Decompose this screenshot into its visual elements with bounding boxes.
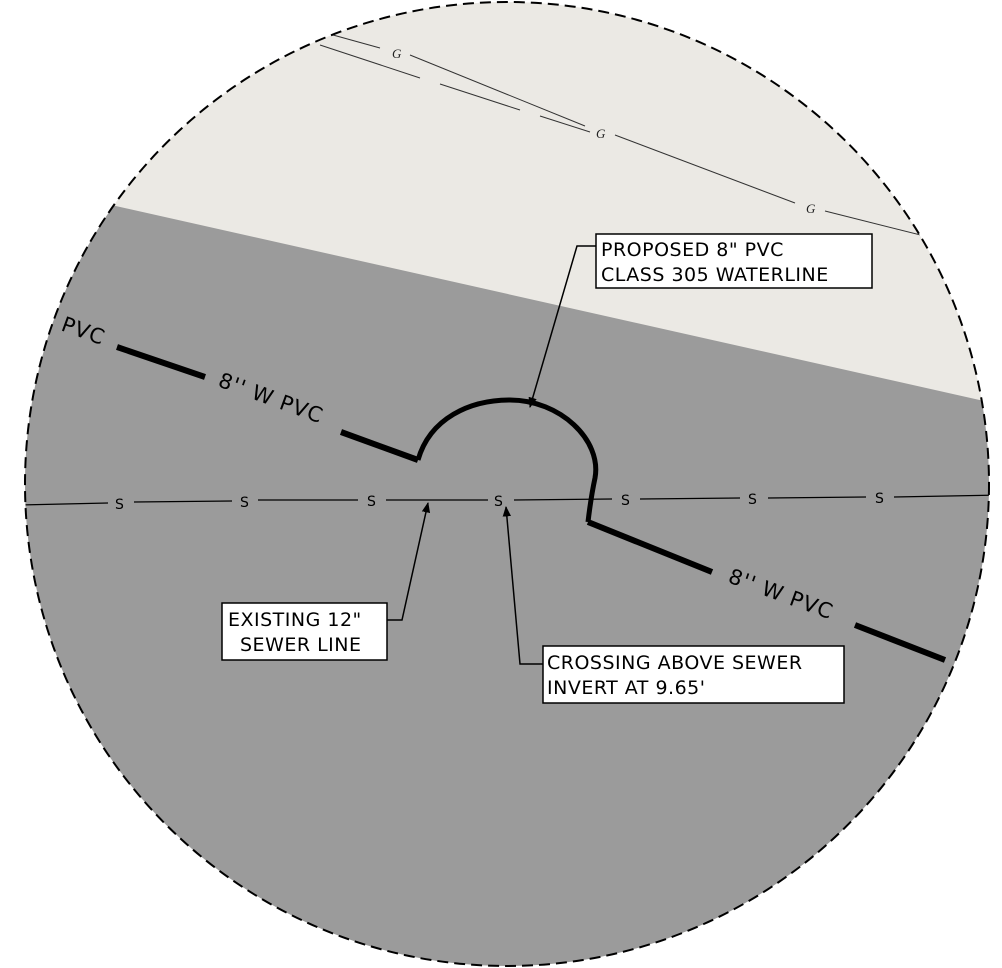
waterline-segment-left-2	[339, 429, 420, 463]
callout-box	[595, 233, 873, 289]
sewer-symbols: S S S S S S S	[115, 491, 884, 513]
callout-crossing-line1: CROSSING ABOVE SEWER	[547, 652, 803, 674]
callout-proposed-line1: PROPOSED 8" PVC	[601, 239, 784, 261]
sewer-symbol: S	[621, 493, 630, 509]
sewer-symbol: S	[367, 494, 376, 510]
sewer-line	[25, 494, 989, 506]
callout-crossing: CROSSING ABOVE SEWER INVERT AT 9.65'	[542, 645, 845, 704]
gas-symbol: G	[806, 201, 816, 216]
gas-symbol: G	[596, 126, 606, 141]
sewer-symbol: S	[494, 494, 503, 510]
sewer-symbol: S	[115, 497, 124, 513]
callout-box	[221, 602, 388, 661]
callout-crossing-line2: INVERT AT 9.65'	[547, 677, 705, 699]
leaders	[387, 245, 596, 665]
detail-boundary	[24, 1, 990, 967]
waterline-arc	[415, 397, 599, 523]
gray-area	[25, 180, 989, 966]
callout-existing-line1: EXISTING 12"	[228, 609, 362, 631]
waterline-segment-right-2	[853, 622, 947, 663]
leader-proposed	[528, 245, 596, 409]
callout-proposed: PROPOSED 8" PVC CLASS 305 WATERLINE	[595, 233, 873, 289]
sewer-symbol: S	[875, 491, 884, 507]
callout-box	[542, 645, 845, 704]
callout-existing: EXISTING 12" SEWER LINE	[221, 602, 388, 661]
leader-existing	[387, 501, 431, 621]
waterline	[116, 344, 947, 663]
leader-crossing	[502, 505, 543, 665]
callout-existing-line2: SEWER LINE	[240, 634, 362, 656]
sewer-symbol: S	[748, 492, 757, 508]
gas-line: G G G	[314, 29, 989, 256]
callout-proposed-line2: CLASS 305 WATERLINE	[601, 264, 829, 286]
sewer-symbol: S	[240, 495, 249, 511]
waterline-segment-left-1	[116, 344, 206, 380]
waterline-segment-right-1	[586, 519, 714, 575]
gas-symbol: G	[392, 46, 402, 61]
